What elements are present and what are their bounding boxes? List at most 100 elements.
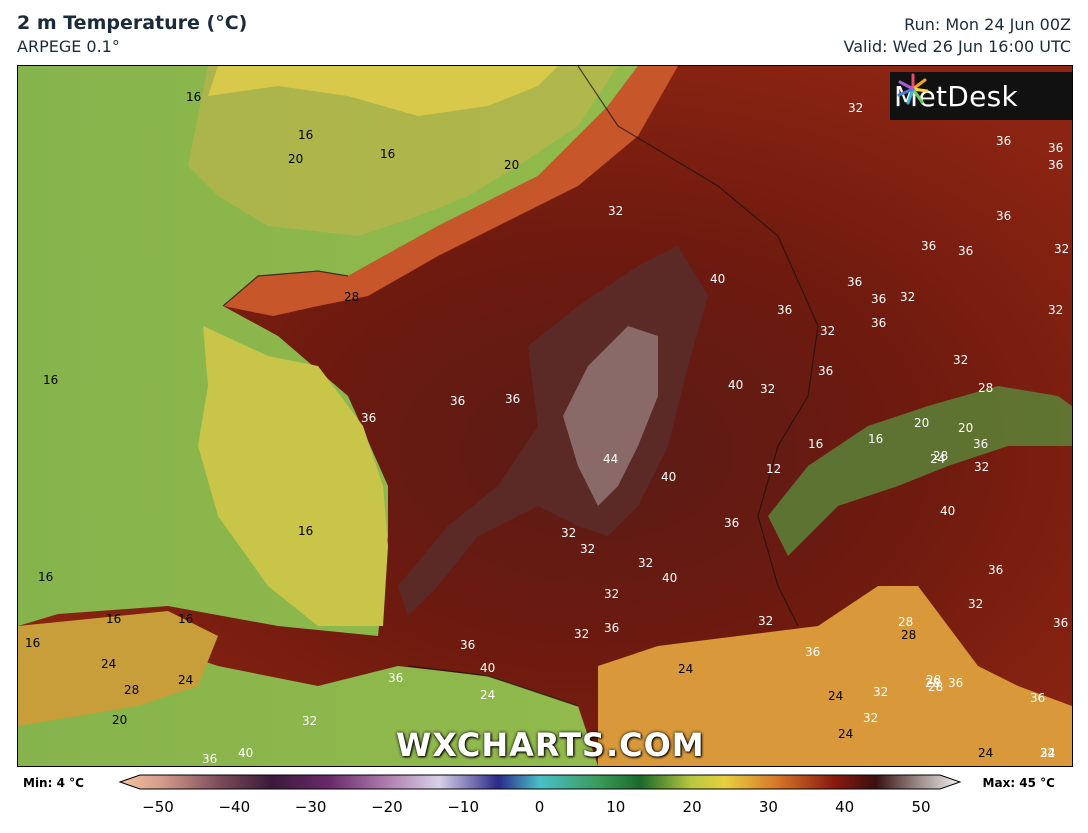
contour-label: 32 [820,324,836,338]
colorbar-tick: −30 [294,798,327,816]
contour-label: 32 [1040,746,1056,760]
contour-label: 28 [926,673,942,687]
contour-label: 36 [777,303,793,317]
contour-label: 36 [505,392,521,406]
colorbar: Min: 4 °C [0,770,1088,833]
contour-label: 36 [805,645,821,659]
contour-label: 28 [901,628,917,642]
contour-label: 36 [921,239,937,253]
temperature-map[interactable]: MetDesk WXCHARTS.COM 16 16 20 16 20 32 32 36 36 3… [17,65,1073,767]
contour-label: 36 [388,671,404,685]
contour-label: 36 [1053,616,1069,630]
contour-label: 24 [930,452,946,466]
contour-label: 36 [1048,158,1064,172]
contour-label: 16 [868,432,884,446]
contour-label: 40 [728,378,744,392]
mediterranean [598,586,1072,766]
contour-label: 36 [450,394,466,408]
contour-label: 32 [574,627,590,641]
contour-label: 32 [863,711,879,725]
contour-label: 40 [661,470,677,484]
contour-label: 16 [178,612,194,626]
chart-header: 2 m Temperature (°C) ARPEGE 0.1° Run: Mo… [0,0,1088,64]
contour-label: 16 [25,636,41,650]
contour-label: 16 [298,128,314,142]
colorbar-scale [118,774,962,790]
contour-label: 36 [460,638,476,652]
colorbar-tick: −40 [218,798,251,816]
contour-label: 36 [996,209,1012,223]
contour-label: 32 [608,204,624,218]
contour-label: 40 [662,571,678,585]
contour-label: 36 [724,516,740,530]
colorbar-tick: 20 [682,798,702,816]
alps-cool [768,386,1072,556]
contour-label: 28 [928,680,944,694]
contour-label: 28 [124,683,140,697]
contour-label: 24 [828,689,844,703]
model-subtitle: ARPEGE 0.1° [17,37,120,56]
colorbar-tick: −20 [371,798,403,816]
contour-label: 16 [186,90,202,104]
chart-title: 2 m Temperature (°C) [17,12,248,34]
contour-label: 28 [898,615,914,629]
contour-label: 36 [973,437,989,451]
contour-label: 32 [604,587,620,601]
contour-label: 32 [580,542,596,556]
contour-label: 36 [361,411,377,425]
england-coast [208,66,558,116]
contour-label: 32 [974,460,990,474]
contour-label: 12 [766,462,782,476]
contour-label: 20 [504,158,520,172]
contour-label: 28 [344,290,360,304]
colorbar-tick: 50 [911,798,931,816]
contour-label: 32 [638,556,654,570]
iberia-coast [18,611,218,726]
colorbar-tick: −10 [447,798,480,816]
contour-label: 24 [101,657,117,671]
wxcharts-watermark: WXCHARTS.COM [396,726,705,764]
coastal-warm-band [223,66,678,316]
contour-label: 20 [958,421,974,435]
contour-label: 16 [808,437,824,451]
contour-label: 36 [948,676,964,690]
contour-label: 32 [561,526,577,540]
metdesk-burst-icon [897,73,929,105]
biscay-coast [198,326,388,626]
contour-label: 24 [978,746,994,760]
min-label: Min: 4 °C [23,776,84,790]
contour-label: 40 [480,661,496,675]
contour-label: 16 [43,373,59,387]
contour-label: 36 [871,292,887,306]
contour-label: 24 [480,688,496,702]
contour-label: 36 [818,364,834,378]
contour-label: 20 [914,416,930,430]
metdesk-logo: MetDesk [890,72,1072,120]
contour-label: 44 [603,452,619,466]
contour-label: 36 [1048,141,1064,155]
contour-label: 36 [202,752,218,766]
contour-label: 16 [380,147,396,161]
contour-label: 20 [112,713,128,727]
contour-label: 20 [288,152,304,166]
contour-label: 32 [968,597,984,611]
colorbar-tick: −50 [142,798,174,816]
borders [222,66,819,707]
contour-label: 32 [302,714,318,728]
contour-label: 24 [838,727,854,741]
contour-label: 32 [1048,303,1064,317]
contour-label: 36 [604,621,620,635]
run-time: Run: Mon 24 Jun 00Z [904,15,1071,34]
contour-label: 16 [106,612,122,626]
valid-time: Valid: Wed 26 Jun 16:00 UTC [843,37,1071,56]
contour-label: 40 [710,272,726,286]
contour-label: 32 [953,353,969,367]
contour-label: 24 [178,673,194,687]
contour-label: 32 [758,614,774,628]
contour-label: 36 [958,244,974,258]
colorbar-ticks: −50 −40 −30 −20 −10 0 10 20 30 40 50 [0,798,1088,820]
colorbar-tick: 30 [758,798,778,816]
contour-label: 36 [996,134,1012,148]
colorbar-tick: 0 [534,798,545,816]
contour-label: 40 [940,504,956,518]
